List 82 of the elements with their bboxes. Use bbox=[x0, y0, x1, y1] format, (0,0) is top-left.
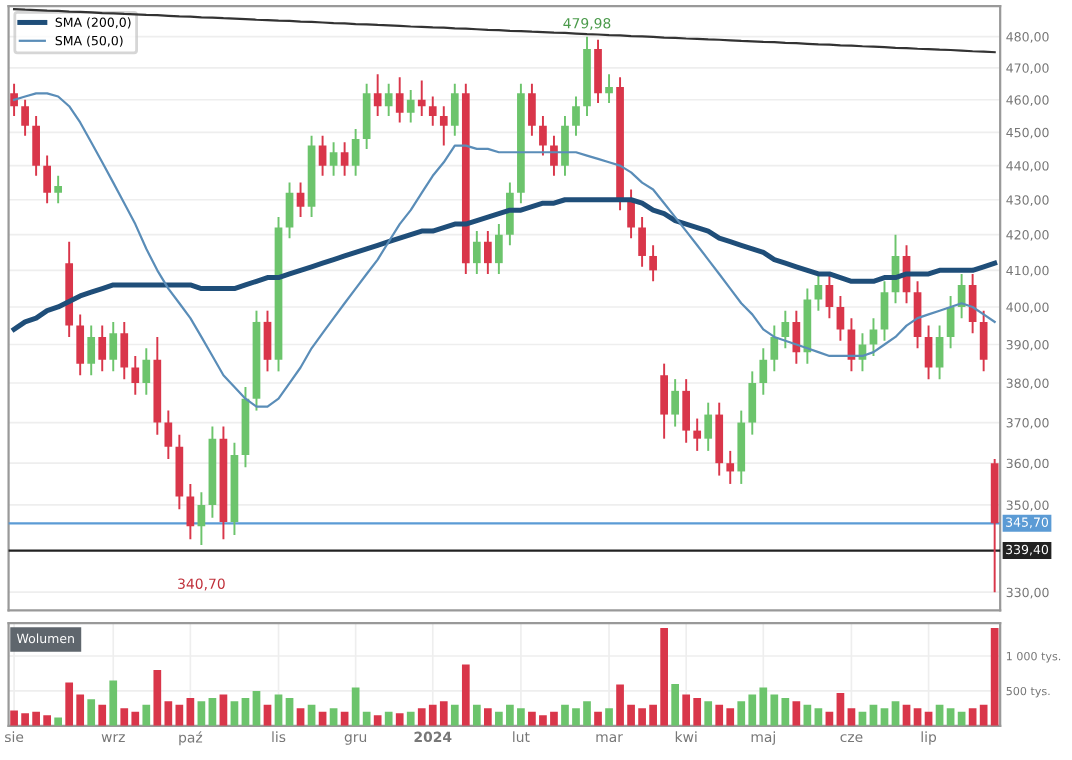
bar bbox=[274, 694, 283, 726]
candlestick bbox=[594, 38, 602, 104]
bar bbox=[373, 715, 382, 726]
candlestick bbox=[395, 76, 404, 124]
candlestick bbox=[406, 89, 415, 124]
bar bbox=[362, 711, 371, 726]
candlestick bbox=[682, 378, 691, 444]
candlestick bbox=[120, 320, 129, 381]
candlestick bbox=[373, 73, 382, 117]
candlestick bbox=[781, 309, 790, 350]
candlestick bbox=[825, 273, 834, 320]
bar bbox=[219, 694, 228, 726]
candlestick bbox=[10, 82, 18, 117]
bar bbox=[450, 704, 459, 726]
candlestick bbox=[550, 134, 558, 177]
candlestick bbox=[528, 82, 536, 137]
candlestick bbox=[164, 409, 173, 461]
candlestick bbox=[605, 73, 613, 104]
candlestick bbox=[109, 320, 118, 373]
candlestick bbox=[561, 114, 569, 177]
candlestick bbox=[572, 95, 580, 137]
candlestick bbox=[869, 317, 878, 357]
candlestick bbox=[285, 181, 294, 240]
bar bbox=[109, 680, 118, 726]
candlestick bbox=[660, 362, 668, 440]
bar bbox=[351, 687, 360, 726]
candlestick bbox=[131, 354, 140, 396]
bar bbox=[87, 699, 96, 726]
candlestick bbox=[351, 128, 360, 177]
candlestick bbox=[98, 324, 107, 373]
line-series bbox=[12, 92, 996, 408]
candlestick bbox=[649, 244, 657, 283]
bar bbox=[406, 711, 415, 726]
candlestick bbox=[506, 181, 514, 247]
candlestick bbox=[693, 417, 702, 452]
candlestick bbox=[627, 188, 635, 240]
candlestick bbox=[76, 313, 85, 377]
candlestick bbox=[384, 82, 393, 117]
bar bbox=[704, 701, 713, 726]
candlestick bbox=[704, 401, 713, 452]
candlestick bbox=[472, 230, 481, 275]
candlestick bbox=[671, 378, 680, 428]
bar bbox=[384, 711, 393, 726]
candlestick bbox=[483, 230, 492, 275]
bar bbox=[671, 683, 680, 726]
candlestick bbox=[495, 223, 503, 275]
bar bbox=[98, 704, 107, 726]
candlestick bbox=[21, 98, 29, 137]
candlestick bbox=[450, 82, 459, 137]
candlestick bbox=[638, 216, 646, 268]
candlestick bbox=[417, 79, 426, 117]
candlestick bbox=[748, 370, 757, 436]
candlestick bbox=[428, 95, 437, 127]
candlestick bbox=[770, 324, 779, 373]
candlestick bbox=[880, 280, 889, 342]
candlestick bbox=[439, 105, 448, 147]
candlestick bbox=[263, 309, 272, 373]
bar bbox=[605, 708, 613, 726]
candlestick bbox=[87, 324, 96, 377]
candlestick bbox=[340, 141, 349, 177]
line-series bbox=[12, 7, 996, 54]
candlestick bbox=[759, 347, 768, 396]
candlestick bbox=[318, 134, 327, 177]
candlestick bbox=[43, 154, 51, 205]
candlestick bbox=[32, 114, 40, 177]
bar bbox=[483, 708, 492, 726]
bar bbox=[461, 664, 470, 726]
bar bbox=[142, 704, 151, 726]
bar bbox=[594, 711, 602, 726]
bar bbox=[792, 701, 801, 726]
candlestick bbox=[142, 347, 151, 396]
candlestick bbox=[329, 141, 338, 177]
candlestick bbox=[814, 273, 823, 312]
candlestick bbox=[726, 449, 735, 485]
bar bbox=[395, 713, 404, 726]
candlestick bbox=[979, 309, 988, 373]
bar bbox=[472, 704, 481, 726]
candlestick bbox=[54, 174, 63, 205]
candlestick bbox=[362, 82, 371, 150]
bar bbox=[54, 717, 63, 726]
candlestick bbox=[539, 114, 547, 157]
candlestick bbox=[296, 181, 305, 219]
